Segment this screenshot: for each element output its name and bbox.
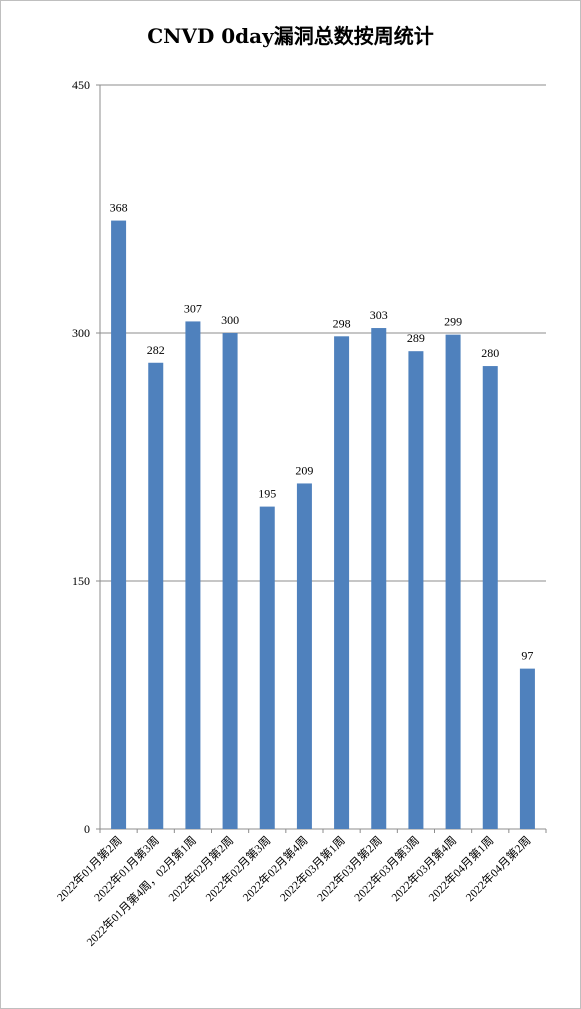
y-tick-label: 0 — [84, 822, 90, 836]
category-label: 2022年01月第2周 — [54, 833, 125, 904]
data-label: 209 — [295, 463, 313, 477]
y-tick-label: 300 — [72, 326, 90, 340]
data-label: 195 — [258, 487, 276, 501]
data-label: 368 — [110, 201, 128, 215]
bar — [296, 483, 312, 829]
data-label: 97 — [521, 649, 533, 663]
data-label: 289 — [407, 331, 425, 345]
data-label: 282 — [147, 343, 165, 357]
y-tick-label: 150 — [72, 574, 90, 588]
bar — [148, 362, 164, 829]
chart-title: CNVD 0day漏洞总数按周统计 — [147, 24, 434, 48]
category-label: 2022年04月第2周 — [463, 833, 534, 904]
data-label: 299 — [444, 315, 462, 329]
data-label: 300 — [221, 313, 239, 327]
data-label: 298 — [333, 316, 351, 330]
bar — [371, 328, 387, 829]
category-label: 2022年02月第3周 — [202, 833, 273, 904]
category-label: 2022年03月第1周 — [277, 833, 348, 904]
y-tick-label: 450 — [72, 78, 90, 92]
bar — [185, 321, 201, 829]
category-label: 2022年02月第4周 — [240, 833, 311, 904]
data-label: 307 — [184, 301, 202, 315]
category-label: 2022年04月第1周 — [425, 833, 496, 904]
bar — [519, 668, 535, 829]
category-label: 2022年03月第4周 — [388, 833, 459, 904]
bar — [445, 334, 461, 829]
category-label: 2022年01月第3周 — [91, 833, 162, 904]
category-label: 2022年03月第2周 — [314, 833, 385, 904]
bar — [334, 336, 350, 829]
bar — [408, 351, 424, 829]
bar — [259, 506, 275, 829]
category-label: 2022年02月第2周 — [165, 833, 236, 904]
bar — [482, 366, 498, 829]
bar — [222, 333, 238, 829]
bar — [111, 220, 127, 829]
data-label: 303 — [370, 308, 388, 322]
data-label: 280 — [481, 346, 499, 360]
category-label: 2022年03月第3周 — [351, 833, 422, 904]
